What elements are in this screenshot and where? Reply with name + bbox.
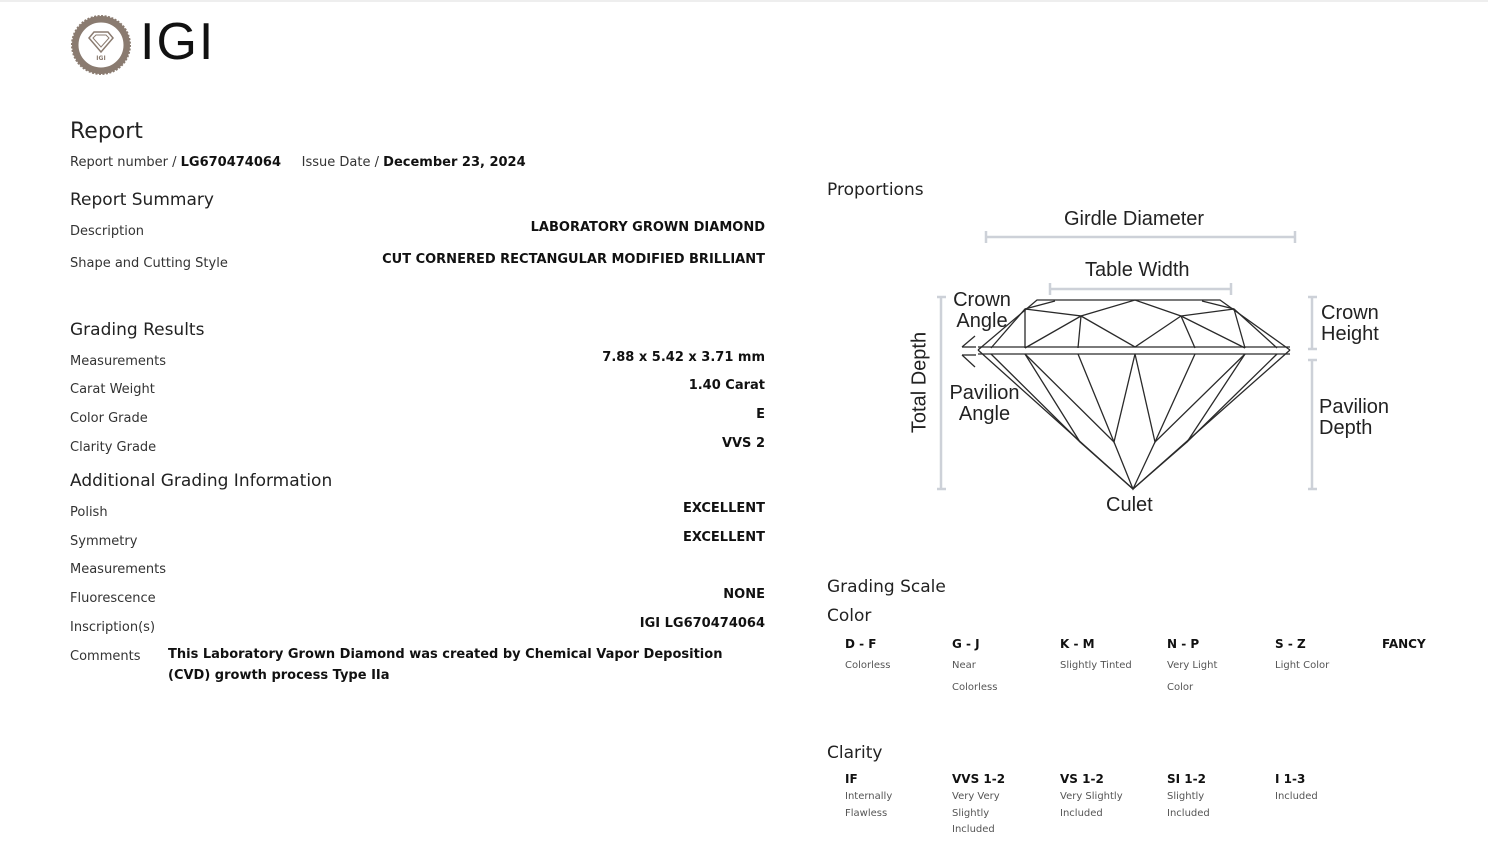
svg-text:IGI: IGI — [96, 55, 105, 62]
report-number-label: Report number / — [70, 155, 177, 170]
row-label: Fluorescence — [70, 591, 156, 606]
label-crown-angle: Crown Angle — [953, 289, 1011, 332]
color-grade: FANCY — [1382, 637, 1426, 651]
clarity-grade-description: Very Very Slightly Included — [952, 791, 1000, 835]
row-value: E — [756, 407, 765, 422]
clarity-grade: VVS 1-2 — [952, 772, 1006, 786]
row-value: 7.88 x 5.42 x 3.71 mm — [602, 350, 765, 365]
igi-wordmark: IGI — [140, 13, 216, 71]
color-grade-description: Slightly Tinted — [1060, 660, 1132, 671]
row-value: EXCELLENT — [682, 501, 765, 516]
report-number: LG670474064 — [180, 155, 281, 170]
row-value: NONE — [723, 587, 765, 602]
clarity-grade: IF — [845, 772, 858, 786]
row-label: Measurements — [70, 354, 167, 369]
label-total-depth: Total Depth — [908, 331, 931, 434]
row-label: Measurements — [70, 562, 167, 577]
clarity-grade: SI 1-2 — [1167, 772, 1206, 786]
color-grade-description: Near Colorless — [952, 660, 998, 693]
clarity-grade-description: Internally Flawless — [845, 791, 893, 819]
row-label: Symmetry — [70, 534, 138, 549]
label-culet: Culet — [1106, 494, 1153, 516]
clarity-grade: I 1-3 — [1275, 772, 1306, 786]
row-label: Inscription(s) — [70, 620, 156, 635]
section-heading-additional: Additional Grading Information — [70, 471, 333, 491]
igi-seal-icon: IGI — [71, 15, 131, 75]
row-label: Carat Weight — [70, 382, 155, 397]
row-label: Comments — [70, 649, 141, 664]
clarity-scale-heading: Clarity — [827, 743, 883, 763]
label-pavilion-depth: Pavilion Depth — [1319, 396, 1390, 439]
section-heading-proportions: Proportions — [827, 180, 924, 200]
row-value: VVS 2 — [721, 436, 765, 451]
clarity-grade-description: Slightly Included — [1167, 791, 1210, 819]
page-title: Report — [70, 119, 143, 144]
color-grade: N - P — [1167, 637, 1200, 651]
row-label: Polish — [70, 505, 108, 520]
color-grade-description: Very Light Color — [1167, 660, 1218, 693]
issue-date: December 23, 2024 — [383, 155, 526, 170]
clarity-grade-description: Included — [1275, 791, 1318, 802]
section-heading-grading-scale: Grading Scale — [827, 577, 946, 597]
row-value: CUT CORNERED RECTANGULAR MODIFIED BRILLI… — [382, 252, 765, 267]
color-grade: K - M — [1060, 637, 1095, 651]
issue-date-label: Issue Date / — [301, 155, 380, 170]
row-label: Description — [70, 224, 145, 239]
diamond-diagram — [937, 231, 1317, 491]
clarity-grade-description: Very Slightly Included — [1060, 791, 1123, 819]
row-value: LABORATORY GROWN DIAMOND — [530, 220, 765, 235]
diamond-outline — [961, 299, 1291, 491]
igi-logo[interactable]: IGI IGI — [70, 13, 213, 80]
clarity-grade: VS 1-2 — [1060, 772, 1104, 786]
color-scale-heading: Color — [827, 606, 872, 626]
label-pavilion-angle: Pavilion Angle — [949, 382, 1020, 425]
dimension-lines — [937, 231, 1317, 491]
color-grade: D - F — [845, 637, 877, 651]
label-girdle-diameter: Girdle Diameter — [1064, 208, 1205, 230]
row-label: Shape and Cutting Style — [70, 256, 228, 271]
label-table-width: Table Width — [1085, 259, 1190, 281]
comments-value: This Laboratory Grown Diamond was create… — [168, 647, 723, 683]
row-label: Clarity Grade — [70, 440, 157, 455]
section-heading-summary: Report Summary — [70, 190, 214, 210]
color-grade: G - J — [952, 637, 980, 651]
section-heading-grading: Grading Results — [70, 320, 205, 340]
color-grade-description: Light Color — [1275, 660, 1330, 671]
row-value: EXCELLENT — [682, 530, 765, 545]
row-value: 1.40 Carat — [688, 378, 765, 393]
row-label: Color Grade — [70, 411, 148, 426]
color-grade-description: Colorless — [845, 660, 891, 671]
color-grade: S - Z — [1275, 637, 1306, 651]
label-crown-height: Crown Height — [1321, 302, 1379, 345]
row-value: IGI LG670474064 — [639, 616, 765, 631]
report-meta: Report number / LG670474064 Issue Date /… — [70, 155, 526, 170]
